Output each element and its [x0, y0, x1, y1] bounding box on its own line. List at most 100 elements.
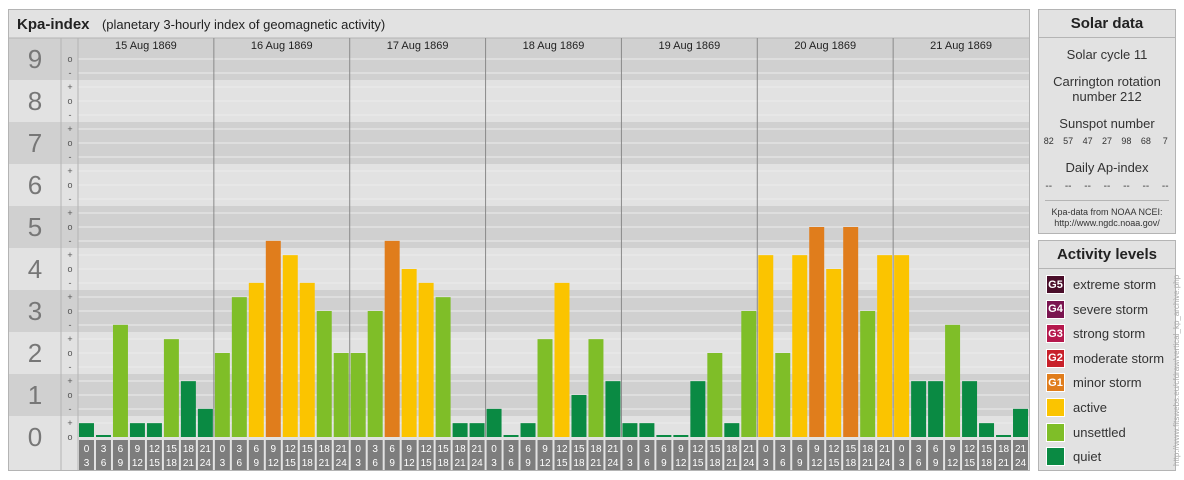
ap-value: --	[1123, 181, 1130, 192]
kp-bar	[911, 381, 927, 437]
hour-start-label: 21	[472, 444, 484, 455]
hour-start-label: 6	[118, 444, 124, 455]
hour-cell	[214, 440, 230, 470]
hour-start-label: 21	[200, 444, 212, 455]
hour-cell	[231, 440, 247, 470]
day-label: 20 Aug 1869	[794, 40, 856, 52]
hour-start-label: 6	[389, 444, 395, 455]
minor-tick-mark: +	[67, 166, 72, 176]
hour-start-label: 0	[355, 444, 361, 455]
hour-cell	[537, 440, 553, 470]
hour-cell	[894, 440, 910, 470]
level-swatch	[1046, 447, 1065, 467]
hour-end-label: 24	[336, 458, 348, 469]
hour-end-label: 9	[797, 458, 803, 469]
hour-cell	[520, 440, 536, 470]
kp-bar	[894, 255, 910, 437]
activity-level-row: quiet	[1046, 447, 1102, 467]
level-swatch: G3	[1046, 324, 1065, 344]
hour-end-label: 21	[590, 458, 602, 469]
activity-levels-panel: Activity levels G5 extreme storm G4 severe …	[1038, 240, 1176, 471]
hour-end-label: 21	[862, 458, 874, 469]
hour-start-label: 0	[220, 444, 226, 455]
hour-end-label: 21	[998, 458, 1010, 469]
hour-end-label: 18	[573, 458, 585, 469]
hour-end-label: 9	[661, 458, 667, 469]
minor-tick-mark: +	[67, 82, 72, 92]
ap-value: --	[1064, 181, 1072, 192]
hour-end-label: 15	[149, 458, 161, 469]
minor-tick-mark: +	[67, 208, 72, 218]
hour-cell	[690, 440, 706, 470]
hour-start-label: 6	[525, 444, 531, 455]
kp-bar	[758, 255, 774, 437]
hour-start-label: 21	[743, 444, 755, 455]
hour-end-label: 6	[916, 458, 922, 469]
kp-bar	[469, 423, 485, 437]
hour-cell	[163, 440, 179, 470]
kp-bar	[809, 227, 825, 437]
kp-bar	[690, 381, 706, 437]
hour-cell	[724, 440, 740, 470]
hour-cell	[129, 440, 145, 470]
minor-tick-mark: o	[67, 138, 72, 148]
activity-level-row: active	[1046, 398, 1107, 417]
hour-start-label: 18	[862, 444, 874, 455]
hour-end-label: 3	[84, 458, 90, 469]
kp-bar	[197, 408, 213, 437]
hour-end-label: 18	[438, 458, 450, 469]
hour-end-label: 6	[101, 458, 107, 469]
minor-tick-mark: -	[69, 278, 72, 288]
kp-bar	[639, 423, 655, 437]
hour-start-label: 0	[899, 444, 905, 455]
hour-cell	[146, 440, 162, 470]
hour-cell	[95, 440, 111, 470]
kp-bar	[622, 423, 638, 437]
minor-tick-mark: +	[67, 334, 72, 344]
level-swatch	[1046, 398, 1065, 417]
level-label: unsettled	[1073, 424, 1126, 440]
carrington-line2: number 212	[1072, 89, 1142, 104]
hour-cell	[452, 440, 468, 470]
hour-cell	[588, 440, 604, 470]
minor-tick-mark: o	[67, 54, 72, 64]
hour-end-label: 6	[780, 458, 786, 469]
watermark-text: http://www.fitswebs.eu/cfdraw/vertical_k…	[1172, 274, 1181, 466]
kp-bar	[979, 423, 995, 437]
source-line1: Kpa-data from NOAA NCEI:	[1051, 207, 1163, 217]
hour-cell	[775, 440, 791, 470]
y-tick-label: 7	[28, 128, 42, 158]
hour-start-label: 18	[455, 444, 467, 455]
hour-end-label: 9	[118, 458, 124, 469]
hour-cell	[384, 440, 400, 470]
kp-bar	[724, 423, 740, 437]
hour-cell	[792, 440, 808, 470]
minor-tick-mark: -	[69, 236, 72, 246]
day-label: 15 Aug 1869	[115, 40, 177, 52]
sunspot-value: 47	[1082, 136, 1093, 146]
hour-end-label: 6	[644, 458, 650, 469]
hour-start-label: 15	[845, 444, 857, 455]
solar-data-panel: Solar data Solar cycle 11 Carrington rot…	[1038, 9, 1176, 234]
kp-bar	[282, 255, 298, 437]
y-tick-label: 1	[28, 380, 42, 410]
chart-header: Kpa-index (planetary 3-hourly index of g…	[17, 13, 385, 37]
hour-end-label: 3	[491, 458, 497, 469]
hour-cell	[571, 440, 587, 470]
y-tick-label: 9	[28, 44, 42, 74]
minor-tick-mark: o	[67, 264, 72, 274]
kp-bar	[350, 353, 366, 437]
level-label: quiet	[1073, 449, 1102, 465]
hour-start-label: 0	[627, 444, 633, 455]
hour-start-label: 9	[406, 444, 412, 455]
minor-tick-mark: +	[67, 124, 72, 134]
hour-cell	[809, 440, 825, 470]
hour-end-label: 18	[709, 458, 721, 469]
hour-cell	[639, 440, 655, 470]
y-tick-label: 0	[28, 422, 42, 452]
level-label: active	[1073, 400, 1107, 415]
kp-bar	[554, 282, 570, 437]
activity-level-row: unsettled	[1046, 422, 1126, 442]
hour-cell	[979, 440, 995, 470]
hour-start-label: 6	[933, 444, 939, 455]
